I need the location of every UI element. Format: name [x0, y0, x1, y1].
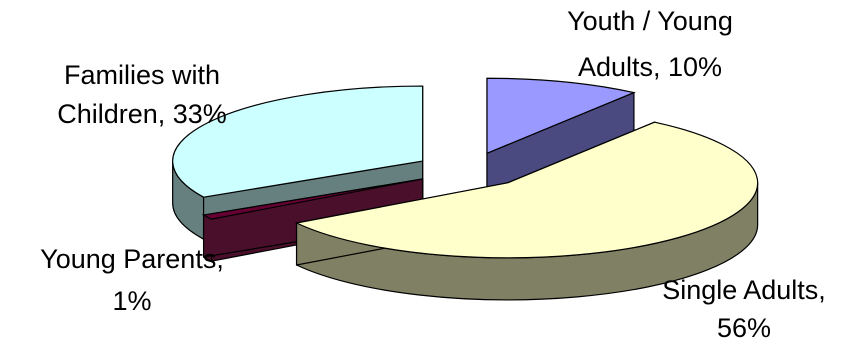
label-families-with-children-line1: Families with: [64, 60, 220, 90]
label-youth-young-adults-line2: Adults, 10%: [578, 52, 722, 82]
slice-young-parents: [201, 178, 423, 220]
label-single-adults-line2: 56%: [717, 313, 771, 343]
label-young-parents-line1: Young Parents,: [40, 244, 224, 274]
slice-families-with-children: [172, 85, 424, 198]
slice-single-adults: [294, 121, 759, 259]
label-young-parents-line2: 1%: [112, 286, 151, 316]
label-families-with-children-line2: Children, 33%: [57, 99, 227, 129]
slice-youth-young-adults: [486, 77, 636, 155]
label-single-adults-line1: Single Adults,: [662, 275, 826, 305]
slice-labels: Youth / Young Adults, 10% Single Adults,…: [40, 6, 826, 343]
slice-tops: [172, 77, 759, 259]
label-youth-young-adults-line1: Youth / Young: [567, 6, 733, 36]
